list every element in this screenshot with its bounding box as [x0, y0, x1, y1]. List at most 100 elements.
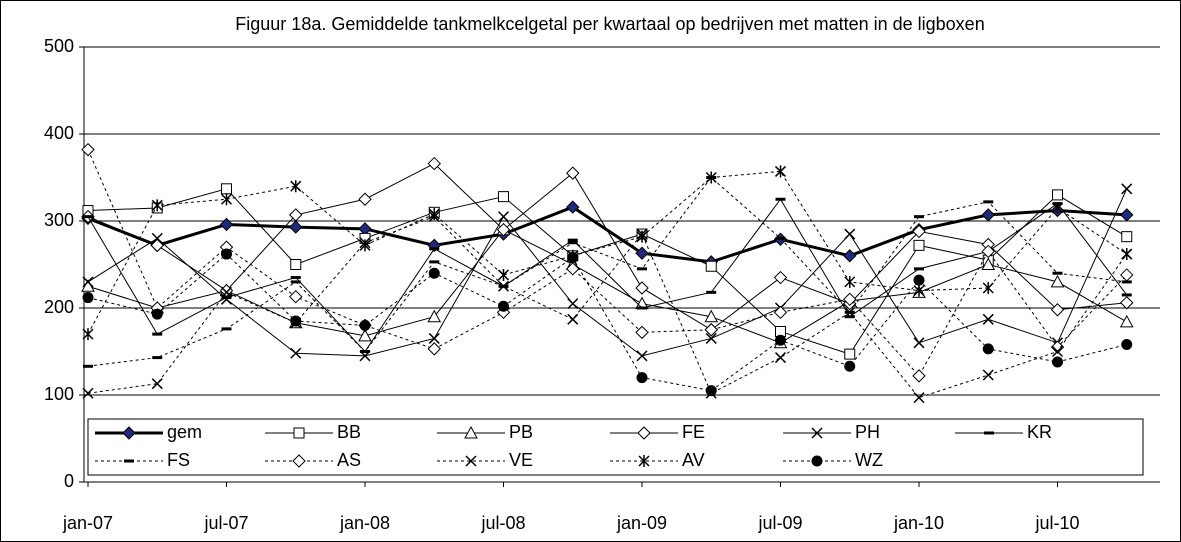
marker — [913, 239, 925, 251]
legend-item: PH — [783, 422, 880, 442]
marker — [358, 328, 372, 342]
marker — [1050, 303, 1065, 317]
x-tick-label: jul-10 — [1034, 513, 1079, 533]
marker — [497, 211, 510, 223]
marker — [497, 280, 510, 292]
marker — [81, 142, 95, 157]
y-tick-label: 500 — [44, 36, 74, 56]
marker — [498, 300, 509, 312]
marker — [1119, 314, 1134, 328]
marker — [220, 193, 233, 206]
x-tick-label: jan-10 — [893, 513, 944, 533]
marker — [122, 426, 136, 440]
marker — [704, 323, 718, 337]
marker — [981, 208, 995, 222]
series — [83, 176, 1132, 368]
marker — [497, 268, 510, 281]
series-line — [87, 188, 1128, 357]
legend-box — [87, 418, 1144, 476]
marker — [428, 208, 440, 221]
marker — [427, 342, 441, 356]
marker — [1051, 345, 1064, 358]
marker — [844, 360, 856, 372]
marker — [705, 332, 717, 344]
legend-item: FE — [610, 422, 705, 442]
marker — [359, 239, 371, 252]
marker — [290, 347, 302, 359]
marker — [704, 309, 719, 323]
legend-label: AV — [682, 450, 705, 470]
marker — [1121, 183, 1133, 195]
marker — [705, 260, 717, 272]
marker — [290, 259, 302, 270]
marker — [289, 220, 303, 234]
marker — [1052, 189, 1063, 201]
marker — [1120, 268, 1134, 282]
y-tick-label: 400 — [44, 123, 74, 143]
marker — [1120, 208, 1134, 222]
marker — [290, 180, 302, 193]
legend-label: PB — [509, 422, 533, 442]
y-tick-label: 200 — [44, 297, 74, 317]
y-tick-label: 100 — [44, 384, 74, 404]
legend-label: AS — [337, 450, 361, 470]
x-tick-label: jan-09 — [616, 513, 667, 533]
marker — [982, 281, 994, 294]
x-tick-label: jul-08 — [480, 513, 525, 533]
marker — [428, 267, 440, 279]
marker — [289, 289, 303, 304]
series-line — [87, 253, 1127, 392]
marker — [219, 217, 234, 232]
x-tick-label: jul-09 — [757, 513, 802, 533]
marker — [293, 427, 305, 439]
marker — [705, 385, 717, 397]
marker — [82, 328, 94, 341]
marker — [913, 337, 925, 349]
marker — [638, 455, 650, 467]
marker — [498, 191, 509, 203]
legend-item: WZ — [783, 450, 883, 470]
legend-label: KR — [1027, 422, 1052, 442]
x-tick-label: jan-08 — [339, 513, 390, 533]
marker — [567, 313, 579, 325]
marker — [912, 369, 926, 383]
marker — [844, 228, 856, 240]
marker — [151, 378, 163, 390]
marker — [913, 274, 925, 286]
series-line — [87, 176, 1127, 367]
marker — [1121, 231, 1133, 243]
marker — [982, 313, 994, 325]
marker — [636, 350, 648, 362]
marker — [292, 454, 306, 468]
marker — [635, 246, 649, 260]
series-line — [87, 216, 1128, 399]
legend-label: FS — [167, 450, 190, 470]
marker — [705, 171, 717, 184]
marker — [151, 308, 163, 320]
y-tick-label: 0 — [64, 471, 74, 491]
marker — [982, 343, 994, 355]
marker — [1121, 339, 1133, 351]
marker — [358, 192, 372, 206]
marker — [913, 284, 925, 297]
marker — [844, 306, 856, 318]
marker — [566, 262, 580, 276]
marker — [1121, 248, 1133, 261]
marker — [427, 309, 442, 323]
x-tick-label: jan-07 — [62, 513, 113, 533]
chart-title: Figuur 18a. Gemiddelde tankmelkcelgetal … — [235, 14, 985, 34]
legend-label: gem — [167, 422, 202, 442]
marker — [844, 348, 856, 360]
marker — [465, 455, 477, 467]
series-line — [87, 229, 1128, 344]
marker — [464, 425, 478, 439]
marker — [82, 387, 94, 399]
marker — [289, 208, 303, 222]
series-line — [87, 188, 1128, 355]
marker — [290, 315, 302, 327]
marker — [843, 249, 857, 263]
marker — [775, 334, 786, 346]
y-tick-label: 300 — [44, 210, 74, 230]
marker — [982, 369, 994, 381]
